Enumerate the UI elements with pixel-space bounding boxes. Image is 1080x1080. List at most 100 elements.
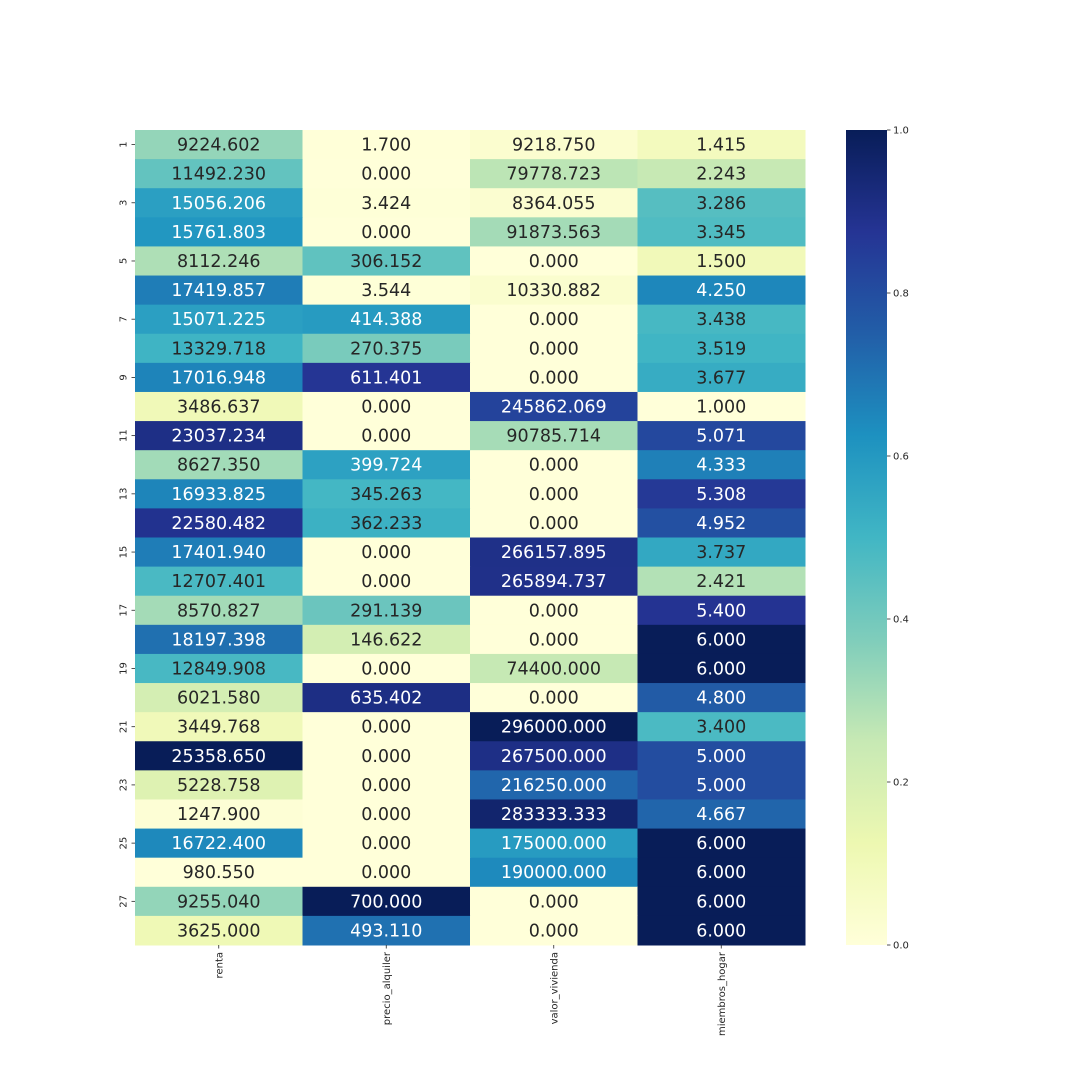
heatmap-cell [470, 886, 638, 917]
heatmap-cell-label: 0.000 [529, 601, 579, 621]
column-tick-label: valor_vivienda [549, 952, 560, 1024]
row-tick-label: 25 [119, 837, 130, 850]
heatmap-cell-label: 0.000 [529, 339, 579, 359]
heatmap-cell [637, 624, 806, 655]
row-tick-label: 27 [119, 895, 130, 908]
heatmap-cell [470, 653, 638, 684]
heatmap-cell-label: 3.438 [696, 310, 746, 330]
heatmap-cell [637, 217, 806, 247]
heatmap-cell [302, 304, 471, 335]
heatmap-cell [302, 712, 471, 742]
heatmap-cell [302, 391, 471, 422]
heatmap-cell [135, 537, 303, 568]
heatmap-cell-label: 4.667 [696, 805, 746, 825]
heatmap-cell-label: 0.000 [361, 834, 411, 854]
heatmap-cell [135, 362, 303, 393]
heatmap-cell [637, 508, 806, 538]
heatmap-cell-label: 6.000 [696, 630, 746, 650]
heatmap-cell-label: 15761.803 [171, 223, 266, 243]
heatmap-cell-label: 8627.350 [177, 456, 261, 476]
heatmap-cell [135, 653, 303, 684]
heatmap-cell [637, 159, 806, 189]
column-tick-label: miembros_hogar [717, 951, 728, 1036]
heatmap-cell [470, 683, 638, 713]
heatmap-cell-label: 2.421 [696, 572, 746, 592]
heatmap-cell-label: 11492.230 [171, 165, 266, 185]
heatmap-cell-label: 700.000 [350, 892, 422, 912]
heatmap-cell [302, 217, 471, 247]
heatmap-cell [302, 275, 471, 306]
heatmap-cell-label: 267500.000 [501, 747, 607, 767]
heatmap-cell-label: 0.000 [529, 456, 579, 476]
colorbar-tick-label: 0.0 [893, 941, 909, 952]
heatmap-cell-label: 15071.225 [171, 310, 266, 330]
heatmap-cell [470, 828, 638, 859]
colorbar: 0.0 0.2 0.4 0.6 0.8 1.0 [846, 126, 909, 952]
heatmap-cell [637, 915, 806, 946]
heatmap-cell [637, 275, 806, 306]
heatmap-cell-label: 9218.750 [512, 136, 596, 156]
heatmap-cell-label: 0.000 [361, 572, 411, 592]
heatmap-cell [135, 508, 303, 538]
heatmap-cell-label: 399.724 [350, 456, 422, 476]
row-tick-label: 19 [119, 662, 130, 675]
heatmap-cell-label: 16933.825 [171, 485, 266, 505]
row-tick-label: 21 [119, 720, 130, 733]
heatmap-cell-label: 8570.827 [177, 601, 261, 621]
heatmap-cell-label: 12849.908 [171, 659, 266, 679]
heatmap-cell-label: 3.400 [696, 718, 746, 738]
heatmap-cell-label: 0.000 [529, 310, 579, 330]
heatmap-cell-label: 4.250 [696, 281, 746, 301]
heatmap-cell [637, 857, 806, 888]
heatmap-cell-label: 3.286 [696, 194, 746, 214]
heatmap-cell-label: 414.388 [350, 310, 422, 330]
heatmap-cell [637, 130, 806, 160]
heatmap-cell [135, 624, 303, 655]
heatmap-cell-label: 9255.040 [177, 892, 261, 912]
heatmap-cell-label: 291.139 [350, 601, 422, 621]
heatmap-cell-label: 3449.768 [177, 718, 261, 738]
heatmap-cell [135, 421, 303, 451]
heatmap-cell-label: 0.000 [529, 368, 579, 388]
heatmap-cell-label: 1.500 [696, 252, 746, 272]
heatmap-cell [135, 130, 303, 160]
heatmap-cell-labels: 9224.602 1.700 9218.750 1.415 11492.230 0.000… [171, 136, 746, 942]
heatmap-cell [302, 683, 471, 713]
heatmap-cell-label: 146.622 [350, 630, 422, 650]
heatmap-cell [302, 915, 471, 946]
heatmap-cell [470, 479, 638, 509]
heatmap-cell [135, 857, 303, 888]
heatmap-cell-label: 79778.723 [506, 165, 601, 185]
heatmap-cell-label: 362.233 [350, 514, 422, 534]
heatmap-cell-label: 5.000 [696, 747, 746, 767]
heatmap-cell-label: 0.000 [361, 805, 411, 825]
heatmap-cell-label: 12707.401 [171, 572, 266, 592]
heatmap-cell [637, 741, 806, 771]
heatmap-cell-label: 6.000 [696, 863, 746, 883]
heatmap-cell-label: 3486.637 [177, 398, 261, 418]
heatmap-cell [637, 479, 806, 509]
heatmap-cell-label: 5228.758 [177, 776, 261, 796]
heatmap-cell [135, 188, 303, 218]
heatmap-cell-label: 3.345 [696, 223, 746, 243]
colorbar-tick-label: 0.6 [893, 452, 909, 463]
heatmap-cell-label: 0.000 [361, 659, 411, 679]
heatmap-cell [302, 450, 471, 480]
column-axis: renta precio_alquiler valor_vivienda miembr… [214, 945, 728, 1036]
heatmap-cell [302, 624, 471, 655]
heatmap-cell [470, 712, 638, 742]
heatmap-cell [135, 479, 303, 509]
heatmap-cell-label: 345.263 [350, 485, 422, 505]
heatmap-cell-label: 3.519 [696, 339, 746, 359]
heatmap-cell-label: 0.000 [361, 427, 411, 447]
heatmap-cell [470, 915, 638, 946]
heatmap-cell-label: 4.800 [696, 689, 746, 709]
heatmap-cell [637, 362, 806, 393]
heatmap-cell-label: 5.000 [696, 776, 746, 796]
heatmap-cell [470, 450, 638, 480]
heatmap-cell [302, 508, 471, 538]
heatmap-cell-label: 5.308 [696, 485, 746, 505]
row-tick-label: 11 [119, 429, 130, 442]
heatmap-cell [302, 799, 471, 830]
heatmap-cell [135, 391, 303, 422]
